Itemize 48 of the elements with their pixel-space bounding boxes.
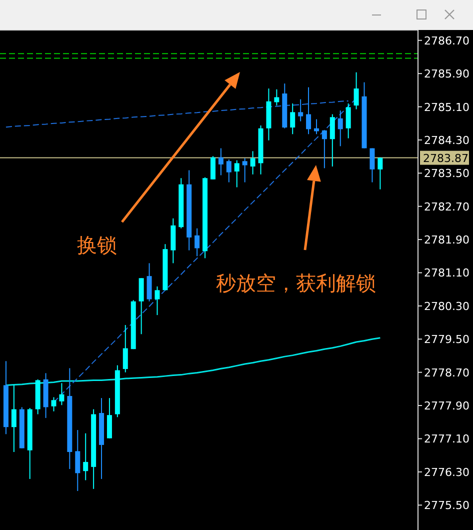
y-tick-label: 2785.10	[424, 100, 470, 114]
candlestick	[338, 110, 343, 147]
candlestick	[146, 262, 152, 302]
candlestick	[242, 158, 248, 183]
y-tick-label: 2778.70	[424, 366, 470, 380]
ref-line-label: 2783.87	[423, 152, 468, 165]
y-tick-label: 2781.10	[424, 266, 470, 280]
y-tick-label: 2777.90	[424, 400, 470, 413]
candlestick	[138, 278, 144, 335]
line-series	[5, 337, 381, 386]
candlestick	[322, 130, 327, 169]
candlestick	[274, 88, 280, 106]
candlestick	[346, 102, 351, 139]
y-tick-label: 2775.50	[424, 499, 470, 512]
line-series	[5, 100, 349, 128]
y-tick-label: 2784.30	[424, 134, 470, 147]
y-tick-label: 2781.90	[424, 234, 470, 247]
candlestick	[51, 396, 56, 412]
y-tick-label: 2782.70	[424, 200, 470, 214]
y-tick-label: 2779.50	[424, 333, 470, 346]
candlestick	[298, 98, 304, 122]
candlestick	[218, 148, 224, 176]
candlestick	[11, 384, 16, 452]
candlestick	[122, 324, 128, 373]
candlestick	[354, 72, 359, 110]
candlestick	[306, 86, 312, 135]
candlestick	[370, 148, 375, 183]
candlestick	[210, 156, 216, 180]
candlestick	[194, 228, 200, 257]
candlestick	[75, 430, 80, 492]
y-tick-label: 2780.30	[424, 300, 470, 313]
candlestick	[378, 156, 383, 190]
candlestick	[106, 398, 112, 439]
y-tick-label: 2785.90	[424, 68, 470, 81]
candlestick	[83, 432, 88, 481]
candlestick	[290, 102, 296, 135]
y-tick-label: 2776.30	[424, 466, 470, 479]
annotation: 秒放空，获利解锁	[216, 271, 376, 295]
candlestick	[250, 150, 256, 175]
y-tick-label: 2777.10	[424, 432, 470, 446]
y-tick-label: 2786.70	[424, 34, 470, 48]
annotation: 换锁	[77, 233, 117, 257]
candlestick	[234, 160, 240, 188]
candlestick	[330, 114, 335, 168]
candlestick	[59, 382, 64, 406]
candlestick	[226, 158, 232, 183]
y-tick-label: 2783.50	[424, 167, 470, 180]
candlestick	[154, 286, 160, 316]
